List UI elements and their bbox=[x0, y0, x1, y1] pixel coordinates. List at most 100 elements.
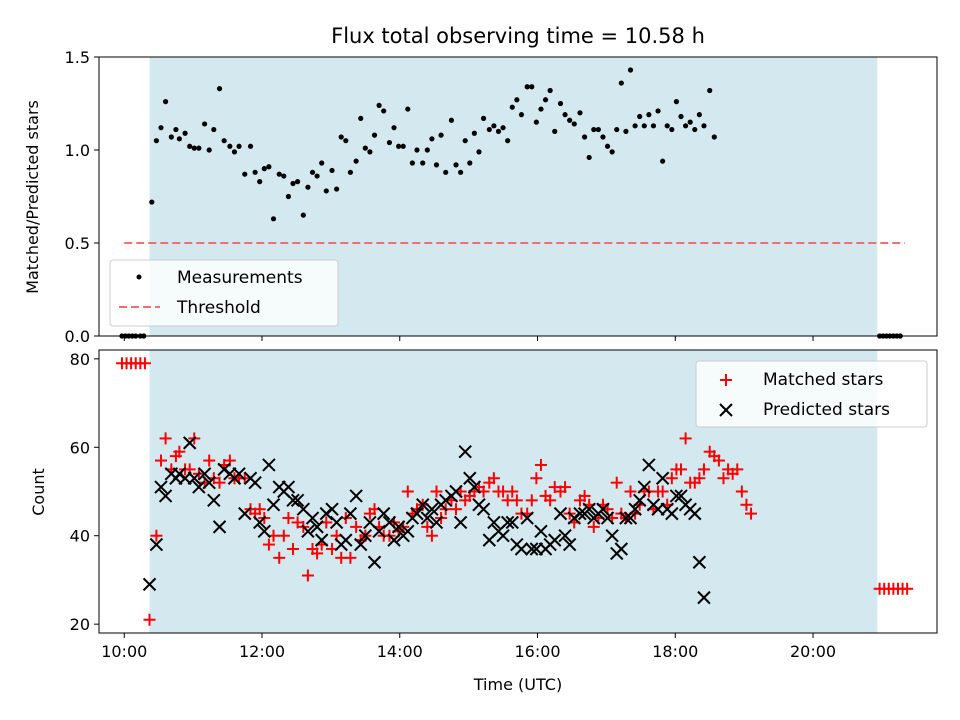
predicted-star-point bbox=[476, 502, 491, 516]
bottom-y-tick-label: 20 bbox=[70, 615, 90, 634]
predicted-star-point bbox=[600, 511, 615, 525]
matched-star-point bbox=[350, 520, 363, 533]
predicted-star-point bbox=[467, 480, 482, 494]
predicted-star-point bbox=[429, 515, 444, 530]
measurement-point bbox=[683, 123, 689, 129]
matched-star-point bbox=[745, 507, 758, 520]
matched-star-point bbox=[559, 481, 572, 494]
measurement-point bbox=[158, 125, 164, 131]
measurement-point bbox=[252, 169, 258, 175]
matched-star-point bbox=[287, 542, 300, 555]
measurement-point bbox=[358, 115, 364, 121]
predicted-star-point bbox=[425, 502, 439, 516]
predicted-star-point bbox=[496, 529, 510, 543]
matched-star-point bbox=[159, 432, 172, 445]
predicted-star-point bbox=[182, 436, 197, 450]
top-axes-frame bbox=[98, 56, 938, 337]
predicted-star-point bbox=[416, 498, 430, 512]
matched-star-point bbox=[901, 582, 914, 595]
measurement-point bbox=[491, 123, 497, 129]
measurement-point bbox=[227, 143, 233, 149]
predicted-star-point bbox=[142, 577, 157, 592]
predicted-star-point bbox=[596, 502, 610, 516]
measurement-point bbox=[655, 108, 661, 114]
x-tick-label: 12:00 bbox=[239, 642, 285, 661]
predicted-star-point bbox=[632, 493, 647, 508]
measurement-point bbox=[609, 149, 615, 155]
measurement-point bbox=[471, 130, 477, 136]
measurement-point bbox=[202, 121, 208, 127]
bottom-panel: 10:00 12:00 14:00 16:00 18:00 20:00 20 40 60 80 C… bbox=[29, 349, 938, 694]
predicted-star-point bbox=[253, 515, 267, 530]
predicted-star-point bbox=[387, 533, 401, 547]
predicted-star-point bbox=[202, 475, 216, 490]
predicted-star-point bbox=[582, 502, 596, 516]
measurement-point bbox=[362, 145, 368, 151]
measurement-point bbox=[266, 164, 272, 170]
measurement-point bbox=[486, 126, 492, 133]
matched-star-point bbox=[693, 472, 706, 485]
predicted-star-point bbox=[290, 493, 305, 508]
top-legend: Measurements Threshold bbox=[109, 259, 339, 327]
matched-star-point bbox=[624, 485, 637, 498]
predicted-star-point bbox=[305, 511, 320, 525]
measurement-point bbox=[480, 115, 487, 121]
predicted-star-point bbox=[343, 506, 358, 521]
predicted-star-point bbox=[573, 506, 587, 521]
measurement-point bbox=[221, 138, 227, 144]
measurement-point bbox=[420, 160, 426, 166]
measurement-point bbox=[571, 121, 577, 127]
x-axis-label: Time (UTC) bbox=[473, 675, 562, 694]
top-y-axis-label: Matched/Predicted stars bbox=[23, 100, 42, 294]
predicted-star-point bbox=[314, 533, 329, 547]
measurement-point bbox=[149, 199, 155, 205]
matched-star-point bbox=[203, 454, 216, 467]
measurement-point bbox=[276, 171, 282, 177]
predicted-star-point bbox=[382, 515, 397, 530]
predicted-star-point bbox=[154, 480, 168, 494]
measurement-point bbox=[542, 97, 549, 103]
measurement-point bbox=[343, 138, 349, 144]
legend-predicted-marker bbox=[719, 403, 733, 417]
measurement-point bbox=[196, 145, 202, 151]
predicted-star-point bbox=[367, 555, 382, 569]
predicted-star-point bbox=[329, 515, 344, 530]
predicted-star-point bbox=[637, 480, 651, 494]
predicted-star-point bbox=[310, 520, 324, 534]
measurement-point bbox=[334, 186, 340, 192]
measurement-point bbox=[595, 126, 601, 133]
measurement-point bbox=[433, 162, 440, 168]
matched-star-point bbox=[401, 485, 414, 498]
bottom-legend: Matched stars Predicted stars bbox=[695, 360, 928, 428]
matched-star-point bbox=[665, 472, 678, 485]
matched-star-point bbox=[277, 529, 290, 542]
matched-star-point bbox=[344, 551, 357, 564]
predicted-star-point bbox=[286, 493, 300, 508]
predicted-star-point bbox=[688, 506, 702, 521]
measurement-point bbox=[438, 132, 444, 138]
predicted-star-point bbox=[500, 515, 515, 530]
measurement-point bbox=[567, 117, 573, 123]
matched-star-point bbox=[301, 569, 314, 582]
x-tick-label: 14:00 bbox=[377, 642, 423, 661]
measurement-point bbox=[591, 126, 597, 133]
bottom-axes-frame bbox=[98, 349, 938, 634]
measurement-point bbox=[294, 179, 301, 185]
measurement-point bbox=[396, 143, 402, 149]
measurement-point bbox=[409, 160, 415, 166]
measurement-point bbox=[696, 112, 702, 118]
measurement-point bbox=[261, 166, 267, 172]
measurement-point bbox=[557, 100, 564, 107]
matched-star-point bbox=[510, 494, 523, 507]
legend-matched-label: Matched stars bbox=[763, 370, 883, 390]
bottom-y-tick-label: 80 bbox=[70, 350, 90, 369]
measurement-point bbox=[586, 154, 592, 161]
measurement-point bbox=[371, 132, 378, 138]
matched-star-point bbox=[173, 445, 186, 458]
measurement-point bbox=[641, 123, 647, 129]
top-panel: 0.0 0.5 1.0 1.5 Flux total observing time =… bbox=[23, 24, 938, 346]
matched-star-point bbox=[253, 503, 266, 516]
predicted-star-point bbox=[301, 524, 315, 539]
measurement-point bbox=[338, 134, 344, 140]
measurement-point bbox=[707, 87, 713, 94]
